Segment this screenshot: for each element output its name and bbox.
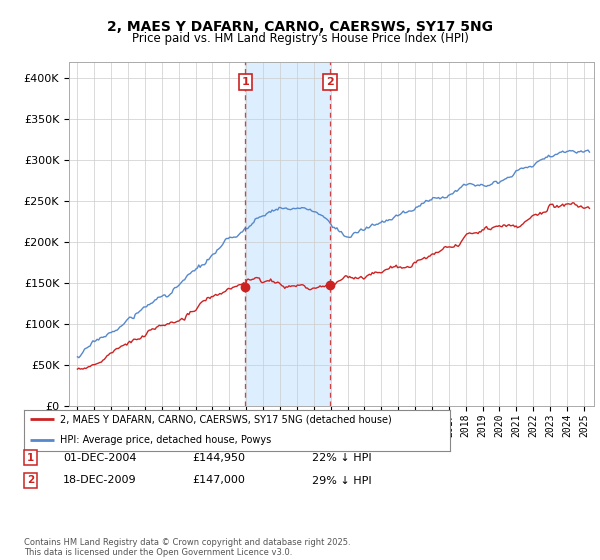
Text: 1: 1	[241, 77, 249, 87]
Text: 2, MAES Y DAFARN, CARNO, CAERSWS, SY17 5NG: 2, MAES Y DAFARN, CARNO, CAERSWS, SY17 5…	[107, 20, 493, 34]
Text: Price paid vs. HM Land Registry's House Price Index (HPI): Price paid vs. HM Land Registry's House …	[131, 32, 469, 45]
Text: 2, MAES Y DAFARN, CARNO, CAERSWS, SY17 5NG (detached house): 2, MAES Y DAFARN, CARNO, CAERSWS, SY17 5…	[60, 414, 392, 424]
Text: 29% ↓ HPI: 29% ↓ HPI	[312, 475, 371, 486]
Text: £144,950: £144,950	[192, 452, 245, 463]
Text: 2: 2	[326, 77, 334, 87]
Text: £147,000: £147,000	[192, 475, 245, 486]
Text: Contains HM Land Registry data © Crown copyright and database right 2025.
This d: Contains HM Land Registry data © Crown c…	[24, 538, 350, 557]
Text: 01-DEC-2004: 01-DEC-2004	[63, 452, 137, 463]
Text: HPI: Average price, detached house, Powys: HPI: Average price, detached house, Powy…	[60, 435, 271, 445]
Text: 22% ↓ HPI: 22% ↓ HPI	[312, 452, 371, 463]
Text: 18-DEC-2009: 18-DEC-2009	[63, 475, 137, 486]
Bar	[245, 62, 330, 406]
Text: 1: 1	[27, 452, 34, 463]
Text: 2: 2	[27, 475, 34, 486]
